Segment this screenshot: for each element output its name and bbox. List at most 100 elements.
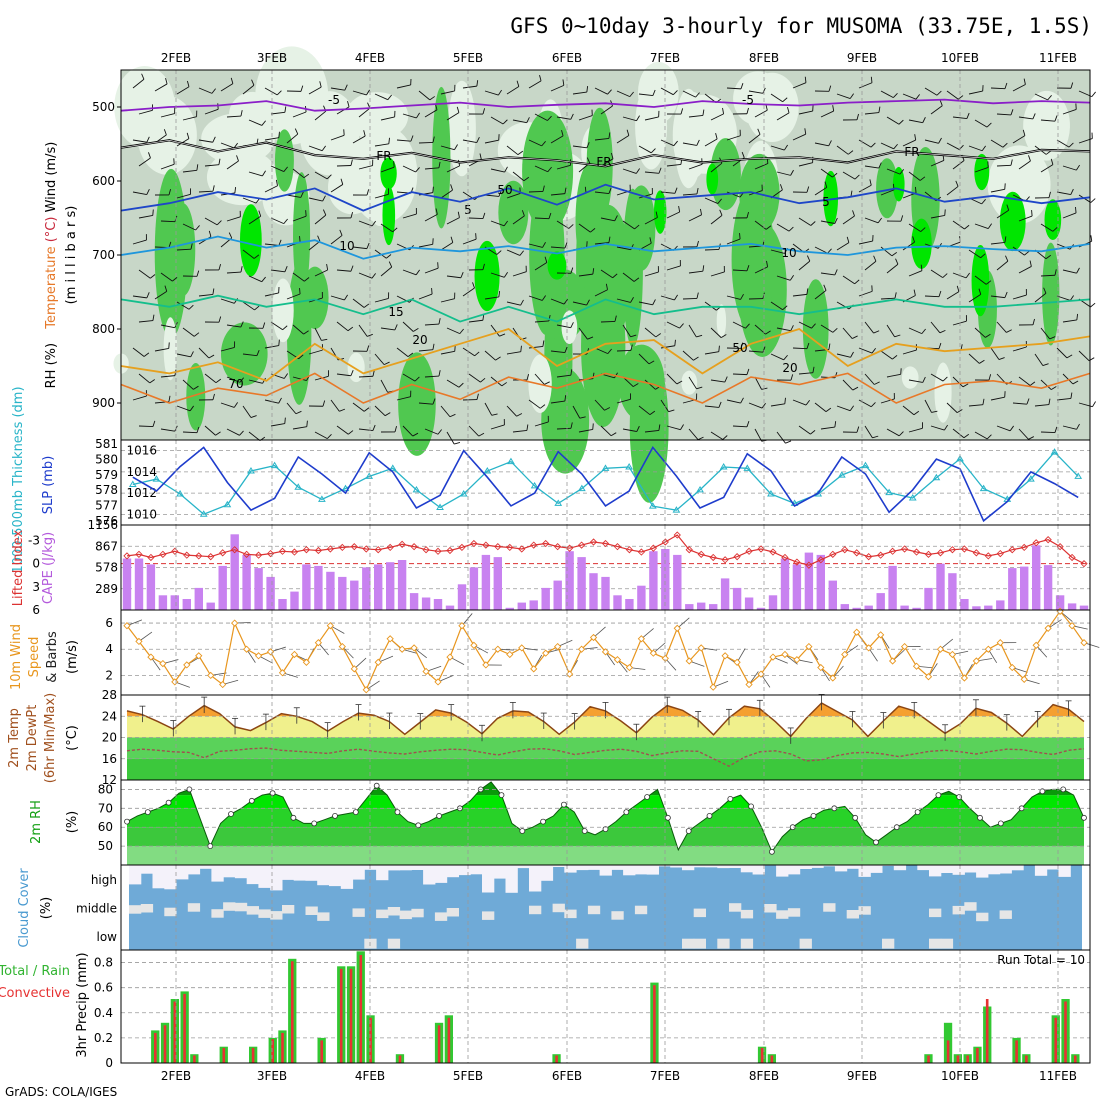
thickness-label: 1000-500mb Thickness (dm) — [11, 386, 26, 573]
cloud-low-gap — [576, 938, 589, 949]
cloud-high-gap — [682, 865, 695, 871]
cape-bar — [685, 604, 694, 610]
wind-speed-point — [266, 648, 275, 656]
wind-barb — [622, 272, 635, 282]
wind-barb-flag — [1066, 354, 1073, 359]
wind-barb — [820, 272, 835, 276]
wind-barb-flag — [832, 172, 838, 178]
wind-barb-flag — [1045, 254, 1052, 260]
rh-dry-region — [114, 66, 176, 148]
wind-barb — [930, 321, 941, 334]
wind-barb — [556, 427, 572, 430]
wind-barb-flag — [250, 415, 257, 418]
wind-barb — [594, 137, 609, 141]
wind-barb — [484, 402, 493, 416]
wind-barb — [424, 428, 439, 435]
wind-barb — [644, 327, 657, 338]
cape-bar — [900, 605, 909, 610]
wind-barb — [330, 87, 345, 91]
wind-barb-flag — [635, 168, 641, 174]
li-point — [290, 548, 299, 556]
wind-speed-point — [254, 652, 263, 660]
wind-barb-flag — [632, 383, 639, 387]
wind-barb-flag — [674, 339, 676, 346]
wind-barb — [776, 171, 791, 176]
rh-point — [498, 792, 505, 798]
cloud-high-gap — [811, 865, 824, 868]
wind-barb-flag — [1026, 398, 1030, 405]
isotherm-20 — [120, 328, 1091, 382]
cloud-middle-gap — [740, 909, 754, 919]
wind-barb — [446, 379, 460, 388]
wind-barb-flag — [679, 323, 684, 329]
cape-bar — [505, 607, 514, 610]
wind-barb — [242, 84, 255, 95]
precip-conv-bar — [976, 1047, 979, 1063]
wind-barb-flag — [899, 169, 904, 175]
wind-barb — [528, 139, 542, 147]
wind-barb-flag — [942, 376, 948, 382]
wind-barb-flag — [414, 376, 420, 382]
wind-barb-flag — [517, 150, 524, 156]
wind-barb-flag — [306, 420, 308, 427]
wind-barb — [1040, 431, 1056, 434]
cloud-low-gap — [740, 938, 754, 949]
wind-barb — [836, 145, 849, 155]
wind-barb-flag — [284, 417, 286, 424]
cape-bar — [804, 552, 814, 610]
wind-speed-point — [1008, 663, 1016, 672]
cloud-middle-gap — [352, 908, 365, 917]
wind-barb-flag — [1090, 302, 1096, 308]
wind-speed-point — [410, 644, 418, 652]
wind-barb — [754, 266, 768, 274]
wind-barb — [182, 327, 195, 337]
wind-barb-flag — [372, 370, 375, 377]
wind-barb — [996, 425, 1011, 432]
wind-barb — [366, 680, 380, 691]
precip-conv-bar — [320, 1040, 323, 1063]
wind-speed-point — [494, 645, 502, 653]
wind-barb — [836, 353, 851, 358]
wind-barb-flag — [938, 137, 942, 144]
wind-barb — [528, 345, 543, 349]
thickness-point — [885, 488, 893, 496]
wind-barb — [666, 373, 678, 385]
rh-point — [248, 797, 255, 804]
date-label-top: 3FEB — [257, 51, 287, 65]
precip-conv-bar — [163, 1025, 167, 1063]
wind-barb — [704, 405, 719, 408]
wind-barb — [710, 162, 723, 173]
wind-barb — [358, 107, 371, 118]
wind-barb — [440, 350, 455, 355]
cloud-low-gap — [940, 938, 954, 949]
wind-barb — [688, 324, 697, 338]
wind-barb-flag — [570, 113, 574, 120]
wind-barb-flag — [392, 227, 398, 233]
wind-barb-flag — [457, 211, 460, 218]
wind-barb — [814, 187, 827, 196]
rh-saturated-region — [999, 191, 1026, 252]
wind-barb — [770, 353, 784, 361]
wind-speed-point — [1044, 624, 1052, 632]
wind-barb-flag — [149, 379, 155, 384]
wind-tick: 2 — [105, 668, 113, 682]
wind-barb-flag — [258, 210, 262, 217]
wind-barb — [402, 373, 416, 382]
cloud-high-gap — [505, 865, 518, 893]
cloud-high-gap — [705, 865, 718, 868]
wind-barb — [924, 295, 940, 298]
wind-barb-flag — [564, 346, 568, 353]
wind-barb — [380, 327, 395, 331]
wind-barb — [578, 327, 588, 340]
wind-barb-flag — [570, 422, 573, 429]
wind-barb-flag — [1049, 336, 1056, 340]
cape-bar — [445, 605, 455, 610]
wind-barb — [924, 139, 939, 144]
li-point — [231, 546, 239, 554]
wind-barb — [402, 321, 414, 332]
wind-barb-flag — [720, 334, 727, 339]
wind-barb — [660, 399, 670, 412]
wind-barb-flag — [870, 142, 876, 148]
wind-barb — [798, 110, 813, 115]
